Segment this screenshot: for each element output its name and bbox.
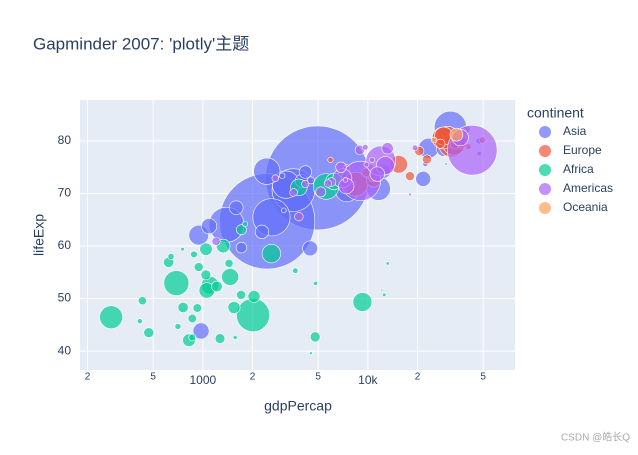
y-axis-title: lifeExp <box>31 214 47 256</box>
bubble <box>411 144 419 151</box>
bubble <box>415 171 432 187</box>
legend-label[interactable]: Europe <box>563 143 602 157</box>
bubble <box>236 290 246 300</box>
bubble <box>309 331 321 343</box>
bubble <box>327 156 334 163</box>
x-tick-label: 5 <box>480 372 486 383</box>
y-tick-label: 40 <box>58 343 72 357</box>
bubble <box>232 335 238 340</box>
bubble <box>315 186 327 198</box>
marks <box>99 110 498 356</box>
bubble <box>313 280 318 286</box>
bubble <box>190 250 198 259</box>
bubble <box>352 292 373 312</box>
legend-marker[interactable] <box>539 126 551 138</box>
bubble <box>380 288 384 292</box>
bubble <box>229 200 244 215</box>
x-tick-label: 2 <box>250 372 256 383</box>
bubble <box>449 127 464 142</box>
bubble <box>136 318 143 325</box>
bubble <box>385 261 390 266</box>
legend-marker[interactable] <box>539 183 551 195</box>
x-tick-label: 1000 <box>190 373 217 387</box>
bubble <box>227 301 241 314</box>
y-tick-label: 60 <box>58 238 72 252</box>
bubble <box>224 258 234 268</box>
bubble <box>177 301 189 314</box>
y-tick-label: 70 <box>58 186 72 200</box>
bubble <box>435 138 446 149</box>
bubble <box>193 262 204 272</box>
bubble <box>294 211 304 222</box>
bubble <box>163 270 190 296</box>
bubble <box>323 179 332 188</box>
bubble <box>187 313 197 324</box>
legend-label[interactable]: Asia <box>563 124 587 138</box>
bubble <box>137 296 147 306</box>
bubble <box>430 136 438 144</box>
legend-title: continent <box>527 105 584 121</box>
bubble <box>211 280 223 293</box>
bubble <box>298 165 313 179</box>
bubble <box>180 247 185 252</box>
legend-marker[interactable] <box>539 164 551 176</box>
bubble <box>369 156 376 163</box>
legend-label[interactable]: Oceania <box>563 200 608 214</box>
bubble <box>382 292 387 298</box>
legend-label[interactable]: Africa <box>563 162 594 176</box>
bubble <box>422 154 432 165</box>
bubble <box>254 224 269 239</box>
x-tick-label: 2 <box>415 372 421 383</box>
chart-title: Gapminder 2007: 'plotly'主题 <box>33 34 249 53</box>
bubble <box>271 174 280 182</box>
bubble <box>261 243 281 264</box>
legend-marker[interactable] <box>539 145 551 157</box>
bubble <box>444 162 448 166</box>
bubble <box>99 305 123 329</box>
bubble <box>281 207 287 214</box>
bubble <box>279 172 286 179</box>
y-tick-label: 50 <box>58 291 72 305</box>
bubble <box>236 298 270 332</box>
bubble <box>381 142 394 155</box>
bubble <box>369 166 385 182</box>
bubble <box>167 253 175 261</box>
legend-marker[interactable] <box>539 202 551 214</box>
bubble <box>309 351 313 356</box>
watermark: CSDN @皓长Q <box>561 432 630 444</box>
bubble <box>301 180 310 189</box>
bubble <box>362 144 369 151</box>
bubble <box>302 240 318 257</box>
bubble <box>211 236 221 246</box>
bubble <box>192 303 202 313</box>
bubble <box>289 188 298 197</box>
bubble <box>200 269 212 281</box>
bubble <box>363 161 370 168</box>
bubble <box>235 241 248 254</box>
bubble <box>192 322 210 340</box>
bubble <box>214 333 226 344</box>
bubble <box>143 327 155 339</box>
bubble <box>292 267 299 274</box>
bubble <box>174 323 182 330</box>
bubble <box>221 268 239 286</box>
x-tick-label: 2 <box>85 372 91 383</box>
bubble <box>342 177 349 183</box>
x-tick-label: 5 <box>150 372 156 383</box>
x-tick-label: 5 <box>315 372 321 383</box>
bubble <box>335 161 347 173</box>
bubble <box>199 242 213 256</box>
x-axis-title: gdpPercap <box>264 398 332 414</box>
bubble <box>236 224 247 236</box>
bubble <box>201 218 218 235</box>
bubble <box>247 290 261 303</box>
legend-label[interactable]: Americas <box>563 181 613 195</box>
y-tick-label: 80 <box>58 133 72 147</box>
bubble <box>242 221 248 227</box>
bubble <box>405 171 415 181</box>
x-tick-label: 10k <box>358 373 378 387</box>
bubble <box>188 333 197 342</box>
bubble <box>408 192 412 197</box>
